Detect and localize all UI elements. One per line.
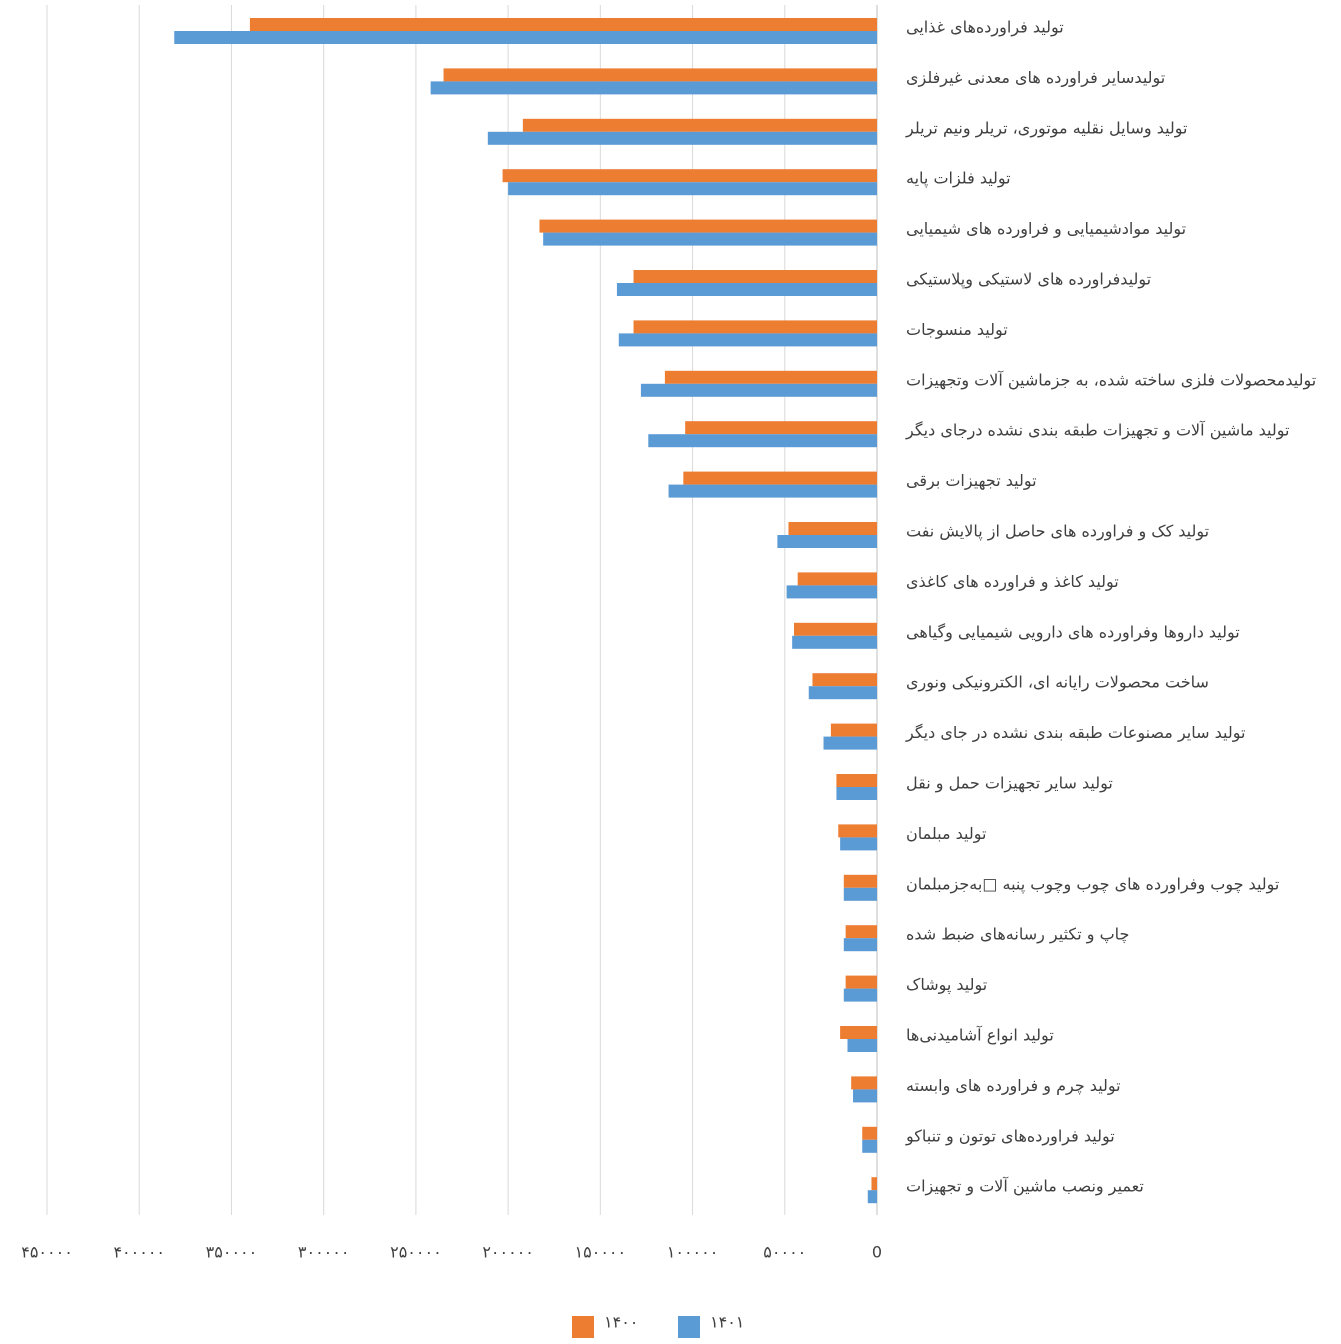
category-label: ساخت محصولات رایانه ای، الکترونیکی ونوری [906, 673, 1209, 693]
bar [640, 383, 877, 397]
bar [668, 484, 877, 498]
x-tick-label: 0 [872, 1243, 882, 1262]
category-label: تولید کک و فراورده های حاصل از پالایش نف… [906, 522, 1209, 542]
category-label: تولید سایر تجهیزات حمل و نقل [906, 774, 1113, 794]
bar [786, 585, 877, 599]
x-tick-label: ۲۵۰۰۰۰ [390, 1243, 442, 1262]
legend-label: ۱۴۰۱ [710, 1313, 744, 1332]
x-tick-label: ۱۰۰۰۰۰ [667, 1243, 719, 1262]
bar [685, 421, 877, 435]
bar [840, 1026, 877, 1039]
bar [648, 434, 877, 448]
category-label: تولید ماشین آلات و تجهیزات طبقه بندی نشد… [905, 421, 1289, 441]
category-label: تولید کاغذ و فراورده های کاغذی [906, 572, 1119, 592]
bar [840, 837, 877, 851]
bar [845, 975, 877, 989]
legend-swatch [572, 1316, 594, 1338]
category-label: تعمیر ونصب ماشین آلات و تجهیزات [906, 1177, 1144, 1197]
bar [836, 787, 877, 800]
bar [633, 320, 877, 334]
legend-label: ۱۴۰۰ [604, 1313, 638, 1332]
category-label: تولید وسایل نقلیه موتوری، تریلر ونیم تری… [905, 118, 1188, 138]
bar [830, 723, 877, 737]
bar [664, 370, 877, 384]
bar [683, 471, 877, 485]
bar [797, 572, 877, 586]
x-tick-label: ۳۵۰۰۰۰ [206, 1243, 258, 1262]
bar [508, 182, 877, 196]
bar [862, 1126, 877, 1140]
bar [838, 824, 877, 838]
bar [618, 333, 877, 347]
category-label: تولید فلزات پایه [906, 169, 1011, 189]
bar [522, 118, 877, 132]
legend-swatch [678, 1316, 700, 1338]
bar [792, 635, 877, 649]
bar [539, 219, 877, 233]
bar [794, 622, 877, 636]
bar [843, 874, 877, 888]
category-label: تولید انواع آشامیدنی‌ها [906, 1026, 1054, 1046]
category-label: تولید سایر مصنوعات طبقه بندی نشده در جای… [905, 723, 1245, 743]
bar [871, 1177, 877, 1191]
category-label: تولید فراورده‌های غذایی [906, 18, 1064, 38]
x-tick-label: ۴۵۰۰۰۰ [21, 1243, 73, 1262]
category-label: تولیدمحصولات فلزی ساخته شده، به جزماشین … [906, 370, 1316, 390]
category-label: تولیدفراورده های لاستیکی وپلاستیکی [906, 270, 1151, 290]
category-label: تولید داروها وفراورده های دارویی شیمیایی… [906, 622, 1240, 642]
bar [633, 270, 877, 283]
bar [823, 736, 877, 750]
bar [847, 1039, 877, 1052]
x-tick-label: ۴۰۰۰۰۰ [113, 1243, 165, 1262]
x-tick-label: ۵۰۰۰۰ [763, 1243, 806, 1262]
category-label: تولید منسوجات [906, 320, 1008, 340]
category-label: تولید مبلمان [906, 824, 986, 844]
bar [867, 1190, 877, 1204]
bar [812, 673, 877, 687]
bar [808, 686, 877, 700]
bar [443, 68, 877, 82]
bar [249, 18, 877, 31]
bar [851, 1076, 877, 1090]
category-label: چاپ و تکثیر رسانه‌های ضبط شده [906, 925, 1129, 945]
category-label: تولید موادشیمیایی و فراورده های شیمیایی [906, 219, 1186, 239]
category-label: تولید فراورده‌های توتون و تنباکو [905, 1126, 1115, 1146]
bar [853, 1089, 877, 1103]
category-label: تولیدسایر فراورده های معدنی غیرفلزی [906, 68, 1165, 88]
category-label: تولید چوب وفراورده های چوب وچوب پنبه □به… [906, 874, 1279, 894]
x-tick-label: ۱۵۰۰۰۰ [575, 1243, 627, 1262]
category-label: تولید چرم و فراورده های وابسته [906, 1076, 1121, 1096]
bar [487, 131, 877, 145]
bar [777, 535, 877, 548]
bar [788, 522, 877, 535]
bar [502, 169, 877, 183]
bar [616, 283, 877, 296]
bar [862, 1139, 877, 1153]
bar [843, 938, 877, 952]
bar [843, 887, 877, 901]
x-tick-label: ۳۰۰۰۰۰ [298, 1243, 350, 1262]
bar [836, 774, 877, 787]
bar [845, 925, 877, 939]
x-tick-label: ۲۰۰۰۰۰ [482, 1243, 534, 1262]
bar [543, 232, 877, 246]
category-label: تولید پوشاک [906, 975, 987, 995]
category-label: تولید تجهیزات برقی [906, 471, 1037, 491]
bar [174, 31, 877, 44]
bar [843, 988, 877, 1002]
bar [430, 81, 877, 95]
